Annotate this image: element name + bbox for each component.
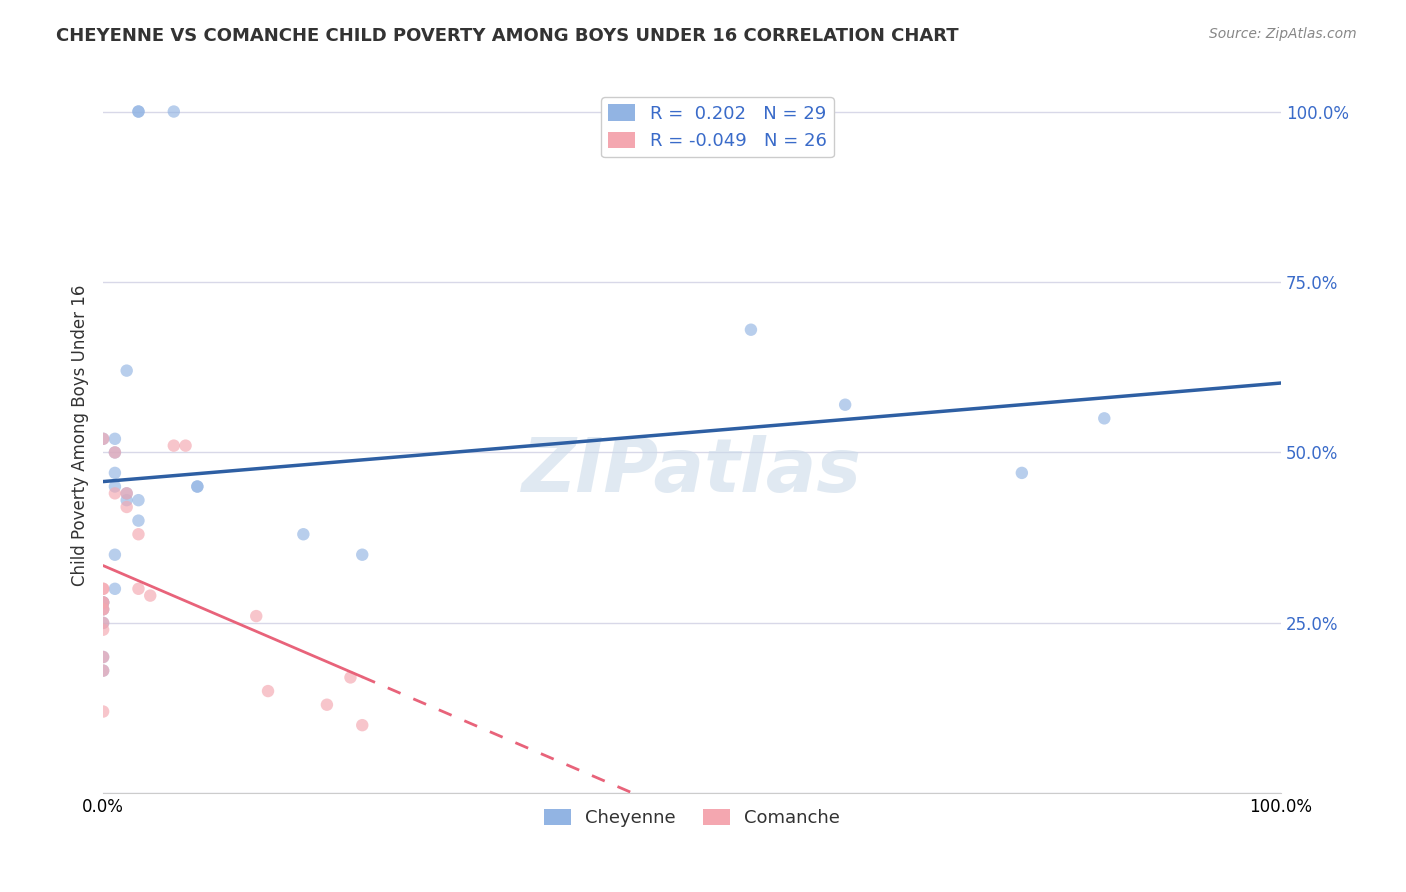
Point [1092, 411, 1115, 425]
Point [115, 500, 138, 514]
Point [245, 609, 267, 624]
Point [115, 493, 138, 508]
Point [163, 104, 186, 119]
Point [139, 589, 162, 603]
Point [163, 439, 186, 453]
Point [127, 514, 149, 528]
Point [740, 323, 762, 337]
Point [91, 595, 114, 609]
Legend: Cheyenne, Comanche: Cheyenne, Comanche [537, 802, 848, 834]
Point [91, 664, 114, 678]
Point [104, 486, 127, 500]
Point [91, 650, 114, 665]
Point [91, 432, 114, 446]
Point [104, 445, 127, 459]
Point [292, 527, 315, 541]
Point [339, 670, 361, 684]
Point [91, 595, 114, 609]
Point [1011, 466, 1033, 480]
Point [91, 705, 114, 719]
Point [91, 432, 114, 446]
Point [91, 595, 114, 609]
Point [91, 602, 114, 616]
Point [127, 527, 149, 541]
Point [316, 698, 339, 712]
Point [257, 684, 280, 698]
Point [115, 486, 138, 500]
Point [104, 479, 127, 493]
Point [104, 548, 127, 562]
Text: Source: ZipAtlas.com: Source: ZipAtlas.com [1209, 27, 1357, 41]
Y-axis label: Child Poverty Among Boys Under 16: Child Poverty Among Boys Under 16 [72, 285, 89, 586]
Point [352, 718, 374, 732]
Point [127, 104, 149, 119]
Point [91, 623, 114, 637]
Text: CHEYENNE VS COMANCHE CHILD POVERTY AMONG BOYS UNDER 16 CORRELATION CHART: CHEYENNE VS COMANCHE CHILD POVERTY AMONG… [56, 27, 959, 45]
Point [91, 602, 114, 616]
Point [127, 582, 149, 596]
Point [91, 650, 114, 665]
Point [352, 548, 374, 562]
Point [115, 363, 138, 377]
Point [174, 439, 197, 453]
Point [186, 479, 208, 493]
Point [91, 582, 114, 596]
Point [127, 104, 149, 119]
Point [104, 445, 127, 459]
Point [127, 493, 149, 508]
Point [104, 466, 127, 480]
Point [91, 602, 114, 616]
Point [91, 615, 114, 630]
Point [91, 595, 114, 609]
Point [91, 664, 114, 678]
Point [186, 479, 208, 493]
Point [834, 398, 856, 412]
Text: ZIPatlas: ZIPatlas [522, 434, 862, 508]
Point [91, 582, 114, 596]
Point [104, 432, 127, 446]
Point [115, 486, 138, 500]
Point [91, 615, 114, 630]
Point [104, 582, 127, 596]
